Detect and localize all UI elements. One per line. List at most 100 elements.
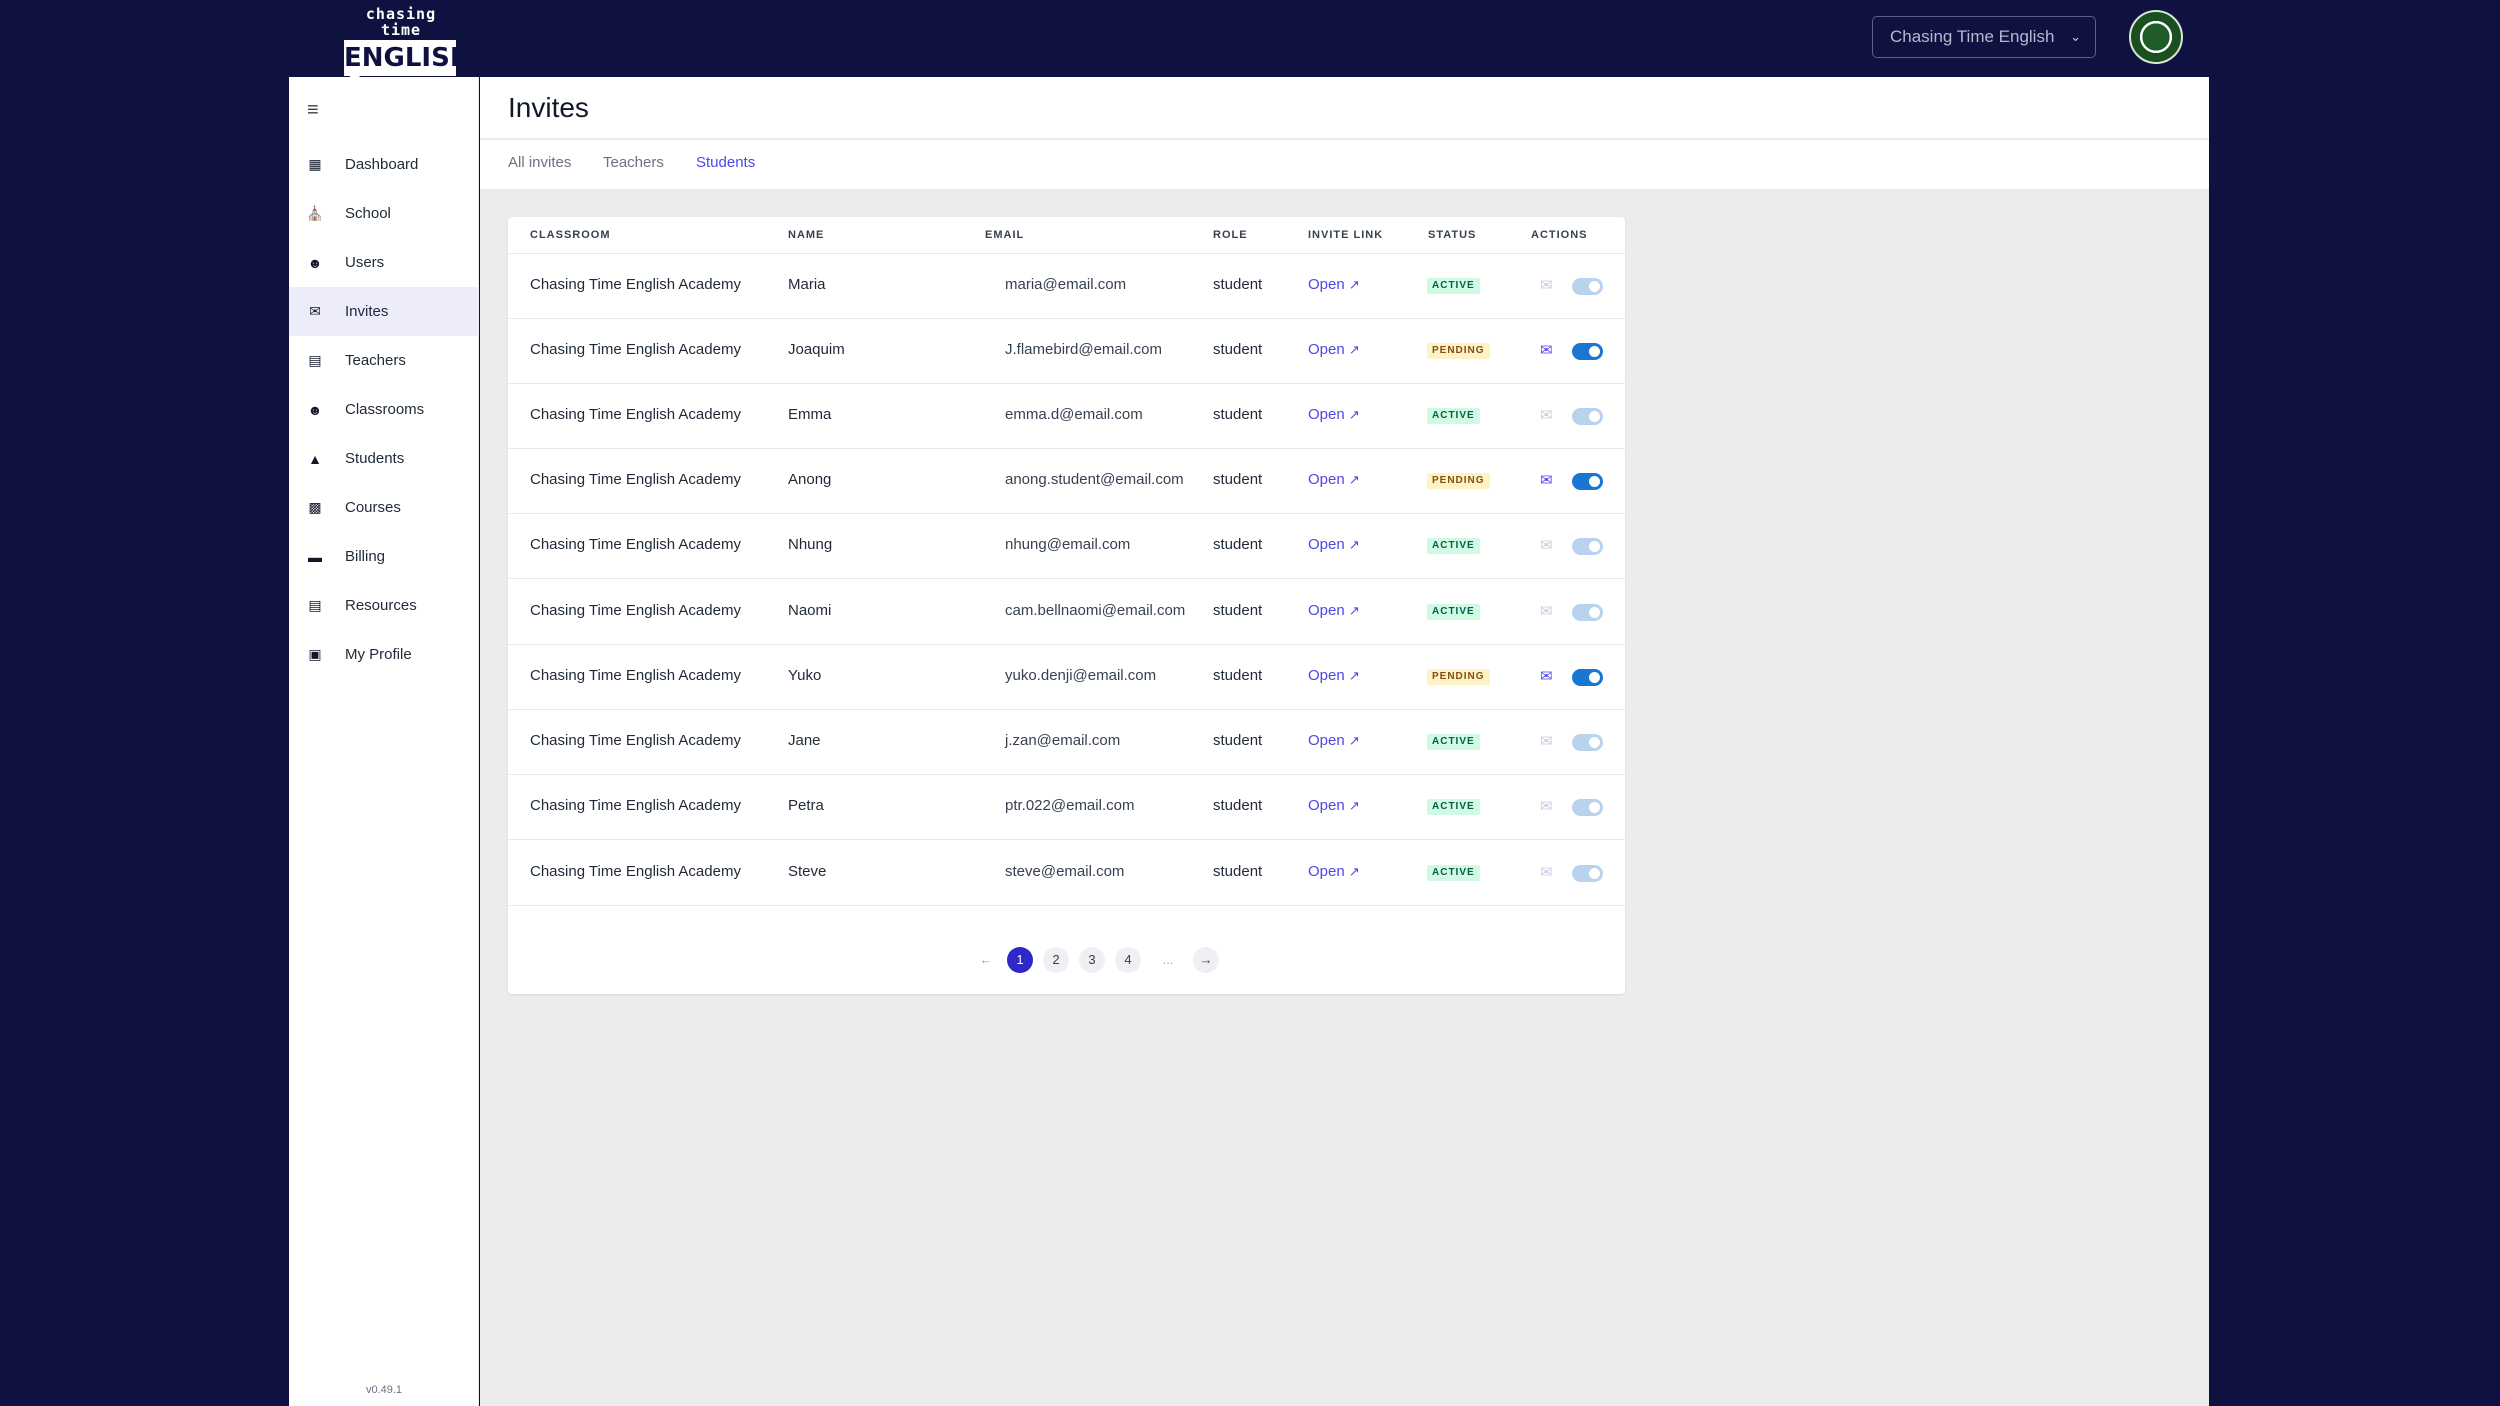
toggle-knob <box>1589 541 1600 552</box>
status-badge: PENDING <box>1427 669 1490 685</box>
external-link-icon: ↗ <box>1348 407 1360 422</box>
resend-email-icon: ✉ <box>1540 537 1553 554</box>
sidebar-item-invites[interactable]: ✉ Invites <box>289 287 479 336</box>
chalkboard-icon: ▤ <box>308 352 322 368</box>
role-cell: student <box>1213 602 1263 619</box>
invite-toggle[interactable] <box>1572 669 1603 686</box>
sidebar-item-label: My Profile <box>345 646 412 663</box>
page-1-button[interactable]: 1 <box>1007 947 1033 973</box>
open-link-label: Open <box>1308 536 1345 553</box>
role-cell: student <box>1213 536 1263 553</box>
page-3-button[interactable]: 3 <box>1079 947 1105 973</box>
open-invite-link[interactable]: Open ↗ <box>1308 732 1360 749</box>
invite-toggle[interactable] <box>1572 799 1603 816</box>
toggle-knob <box>1589 476 1600 487</box>
column-header-actions: ACTIONS <box>1531 229 1588 241</box>
open-invite-link[interactable]: Open ↗ <box>1308 863 1360 880</box>
resend-email-icon[interactable]: ✉ <box>1540 668 1553 685</box>
table-row: Chasing Time English Academy Emma emma.d@e… <box>508 384 1625 449</box>
page-title: Invites <box>508 92 589 123</box>
column-header-invite-link: INVITE LINK <box>1308 229 1384 241</box>
page-4-button[interactable]: 4 <box>1115 947 1141 973</box>
sidebar-item-students[interactable]: ▲ Students <box>289 434 479 483</box>
invite-toggle[interactable] <box>1572 865 1603 882</box>
open-invite-link[interactable]: Open ↗ <box>1308 471 1360 488</box>
role-cell: student <box>1213 797 1263 814</box>
table-row: Chasing Time English Academy Steve steve@e… <box>508 841 1625 906</box>
table-row: Chasing Time English Academy Petra ptr.022… <box>508 775 1625 840</box>
open-invite-link[interactable]: Open ↗ <box>1308 797 1360 814</box>
school-icon: ⛪ <box>306 205 324 221</box>
open-invite-link[interactable]: Open ↗ <box>1308 667 1360 684</box>
resend-email-icon[interactable]: ✉ <box>1540 472 1553 489</box>
table-row: Chasing Time English Academy Naomi cam.bel… <box>508 580 1625 645</box>
table-row: Chasing Time English Academy Yuko yuko.den… <box>508 645 1625 710</box>
status-badge: ACTIVE <box>1427 538 1480 554</box>
classroom-cell: Chasing Time English Academy <box>530 276 741 293</box>
email-cell: cam.bellnaomi@email.com <box>1005 602 1186 619</box>
school-selector-value: Chasing Time English <box>1890 27 2055 46</box>
toggle-knob <box>1589 868 1600 879</box>
open-link-label: Open <box>1308 667 1345 684</box>
sidebar-item-teachers[interactable]: ▤ Teachers <box>289 336 479 385</box>
sidebar-item-classrooms[interactable]: ☻ Classrooms <box>289 385 479 434</box>
sidebar-item-my-profile[interactable]: ▣ My Profile <box>289 630 479 679</box>
page-2-button[interactable]: 2 <box>1043 947 1069 973</box>
invite-toggle[interactable] <box>1572 278 1603 295</box>
role-cell: student <box>1213 732 1263 749</box>
invite-toggle[interactable] <box>1572 473 1603 490</box>
sidebar-item-resources[interactable]: ▤ Resources <box>289 581 479 630</box>
sidebar-item-billing[interactable]: ▬ Billing <box>289 532 479 581</box>
email-cell: yuko.denji@email.com <box>1005 667 1157 684</box>
toggle-knob <box>1589 607 1600 618</box>
chevron-down-icon: ⌄ <box>2070 29 2081 44</box>
open-invite-link[interactable]: Open ↗ <box>1308 276 1360 293</box>
invite-toggle[interactable] <box>1572 604 1603 621</box>
tab-all-invites[interactable]: All invites <box>508 154 572 171</box>
invite-toggle[interactable] <box>1572 734 1603 751</box>
invite-toggle[interactable] <box>1572 408 1603 425</box>
previous-page-arrow-icon[interactable]: ← <box>979 952 993 967</box>
avatar[interactable] <box>2129 10 2183 64</box>
column-header-classroom: CLASSROOM <box>530 229 611 241</box>
status-badge: PENDING <box>1427 473 1490 489</box>
open-invite-link[interactable]: Open ↗ <box>1308 341 1360 358</box>
classroom-cell: Chasing Time English Academy <box>530 667 741 684</box>
school-selector[interactable]: Chasing Time English ⌄ <box>1872 16 2096 58</box>
external-link-icon: ↗ <box>1348 798 1360 813</box>
sidebar-item-school[interactable]: ⛪ School <box>289 189 479 238</box>
id-card-icon: ▣ <box>308 646 322 662</box>
tab-students[interactable]: Students <box>696 154 756 171</box>
users-icon: ☻ <box>307 254 323 271</box>
open-link-label: Open <box>1308 863 1345 880</box>
brand-logo[interactable]: chasing time ENGLISH <box>342 6 472 88</box>
tab-teachers[interactable]: Teachers <box>603 154 664 171</box>
classroom-cell: Chasing Time English Academy <box>530 471 741 488</box>
invite-toggle[interactable] <box>1572 538 1603 555</box>
email-cell: emma.d@email.com <box>1005 406 1143 423</box>
email-cell: J.flamebird@email.com <box>1005 341 1162 358</box>
resend-email-icon[interactable]: ✉ <box>1540 342 1553 359</box>
open-invite-link[interactable]: Open ↗ <box>1308 406 1360 423</box>
classroom-cell: Chasing Time English Academy <box>530 732 741 749</box>
brand-line2: ENGLISH <box>344 40 472 88</box>
name-cell: Joaquim <box>788 341 845 358</box>
open-invite-link[interactable]: Open ↗ <box>1308 602 1360 619</box>
external-link-icon: ↗ <box>1348 342 1360 357</box>
sidebar-item-dashboard[interactable]: ▦ Dashboard <box>289 140 479 189</box>
sidebar-item-users[interactable]: ☻ Users <box>289 238 479 287</box>
open-invite-link[interactable]: Open ↗ <box>1308 536 1360 553</box>
role-cell: student <box>1213 276 1263 293</box>
app-version: v0.49.1 <box>365 1384 403 1396</box>
email-cell: steve@email.com <box>1005 863 1125 880</box>
resend-email-icon: ✉ <box>1540 733 1553 750</box>
external-link-icon: ↗ <box>1348 277 1360 292</box>
resend-email-icon: ✉ <box>1540 603 1553 620</box>
email-cell: maria@email.com <box>1005 276 1127 293</box>
hamburger-menu-icon[interactable]: ≡ <box>307 99 319 121</box>
table-row: Chasing Time English Academy Maria maria@e… <box>508 254 1625 319</box>
next-page-arrow-icon[interactable]: → <box>1193 947 1219 973</box>
sidebar-item-label: Users <box>345 254 385 271</box>
sidebar-item-courses[interactable]: ▩ Courses <box>289 483 479 532</box>
invite-toggle[interactable] <box>1572 343 1603 360</box>
